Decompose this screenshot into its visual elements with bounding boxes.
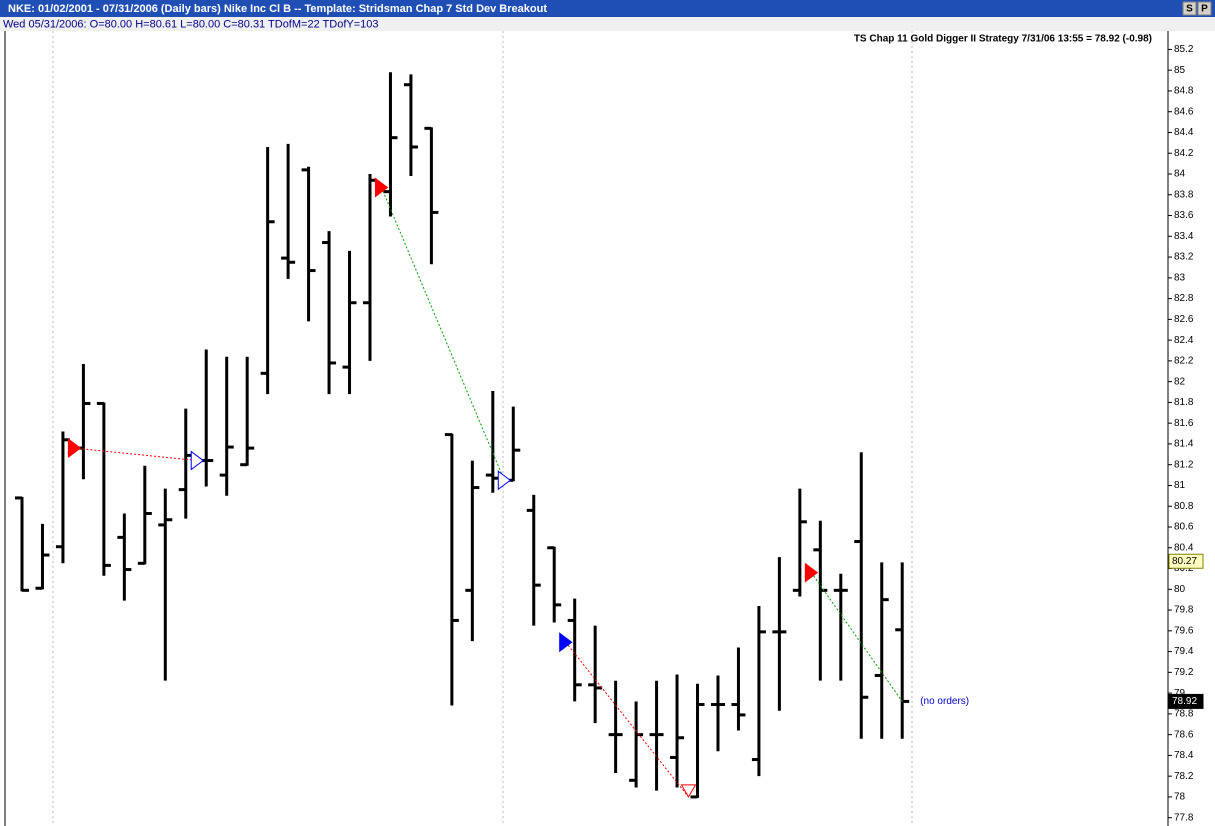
y-tick-label: 81 xyxy=(1174,480,1186,491)
order-status: (no orders) xyxy=(920,696,969,707)
trade-marker xyxy=(374,177,389,198)
y-tick-label: 81.8 xyxy=(1174,397,1194,408)
trade-link xyxy=(74,447,198,462)
y-tick-label: 82 xyxy=(1174,376,1186,387)
price-tag xyxy=(1168,693,1204,709)
y-tick-label: 79 xyxy=(1174,688,1186,699)
y-tick-label: 83.6 xyxy=(1174,210,1194,221)
button-label[interactable]: P xyxy=(1201,4,1208,15)
y-tick-label: 81.2 xyxy=(1174,459,1194,470)
y-tick-label: 81.4 xyxy=(1174,439,1194,450)
price-tag-label: 80.27 xyxy=(1172,556,1197,567)
status-bar xyxy=(0,17,1215,31)
title-bar xyxy=(0,0,1215,17)
y-tick-label: 82.2 xyxy=(1174,356,1194,367)
y-tick-label: 83.4 xyxy=(1174,231,1194,242)
button[interactable] xyxy=(1182,1,1197,16)
button-label[interactable]: S xyxy=(1186,4,1193,15)
chart-subtitle: Wed 05/31/2006: O=80.00 H=80.61 L=80.00 … xyxy=(3,18,379,30)
y-tick-label: 78 xyxy=(1174,792,1186,803)
y-tick-label: 80.6 xyxy=(1174,522,1194,533)
trade-marker xyxy=(680,784,697,798)
y-tick-label: 82.4 xyxy=(1174,335,1194,346)
y-tick-label: 78.4 xyxy=(1174,750,1194,761)
y-tick-label: 78.8 xyxy=(1174,709,1194,720)
trade-link xyxy=(565,641,689,798)
trade-marker xyxy=(559,632,573,653)
y-tick-label: 80 xyxy=(1174,584,1186,595)
y-tick-label: 77.8 xyxy=(1174,812,1194,823)
trade-marker xyxy=(804,562,819,583)
y-tick-label: 84 xyxy=(1174,169,1186,180)
trade-link xyxy=(380,187,505,481)
y-tick-label: 79.4 xyxy=(1174,646,1194,657)
price-tag xyxy=(1168,553,1204,569)
y-tick-label: 78.2 xyxy=(1174,771,1194,782)
trade-marker xyxy=(497,470,512,491)
button[interactable] xyxy=(1197,1,1212,16)
price-tag-label: 78.92 xyxy=(1172,696,1197,707)
trade-marker xyxy=(67,438,82,459)
y-tick-label: 83.2 xyxy=(1174,252,1194,263)
y-tick-label: 84.4 xyxy=(1174,127,1194,138)
y-tick-label: 84.2 xyxy=(1174,148,1194,159)
y-tick-label: 80.8 xyxy=(1174,501,1194,512)
trade-link xyxy=(810,572,903,702)
strategy-label: TS Chap 11 Gold Digger II Strategy 7/31/… xyxy=(854,34,1152,45)
y-tick-label: 84.6 xyxy=(1174,106,1194,117)
y-tick-label: 78.6 xyxy=(1174,729,1194,740)
y-tick-label: 85 xyxy=(1174,65,1186,76)
y-tick-label: 84.8 xyxy=(1174,86,1194,97)
y-tick-label: 82.6 xyxy=(1174,314,1194,325)
y-tick-label: 85.2 xyxy=(1174,44,1194,55)
chart-title: NKE: 01/02/2001 - 07/31/2006 (Daily bars… xyxy=(8,3,547,15)
y-tick-label: 79.2 xyxy=(1174,667,1194,678)
y-tick-label: 83.8 xyxy=(1174,189,1194,200)
trade-marker xyxy=(190,450,205,471)
y-tick-label: 81.6 xyxy=(1174,418,1194,429)
y-tick-label: 79.8 xyxy=(1174,605,1194,616)
y-tick-label: 82.8 xyxy=(1174,293,1194,304)
y-tick-label: 79.6 xyxy=(1174,625,1194,636)
y-tick-label: 83 xyxy=(1174,272,1186,283)
y-tick-label: 80.4 xyxy=(1174,542,1194,553)
